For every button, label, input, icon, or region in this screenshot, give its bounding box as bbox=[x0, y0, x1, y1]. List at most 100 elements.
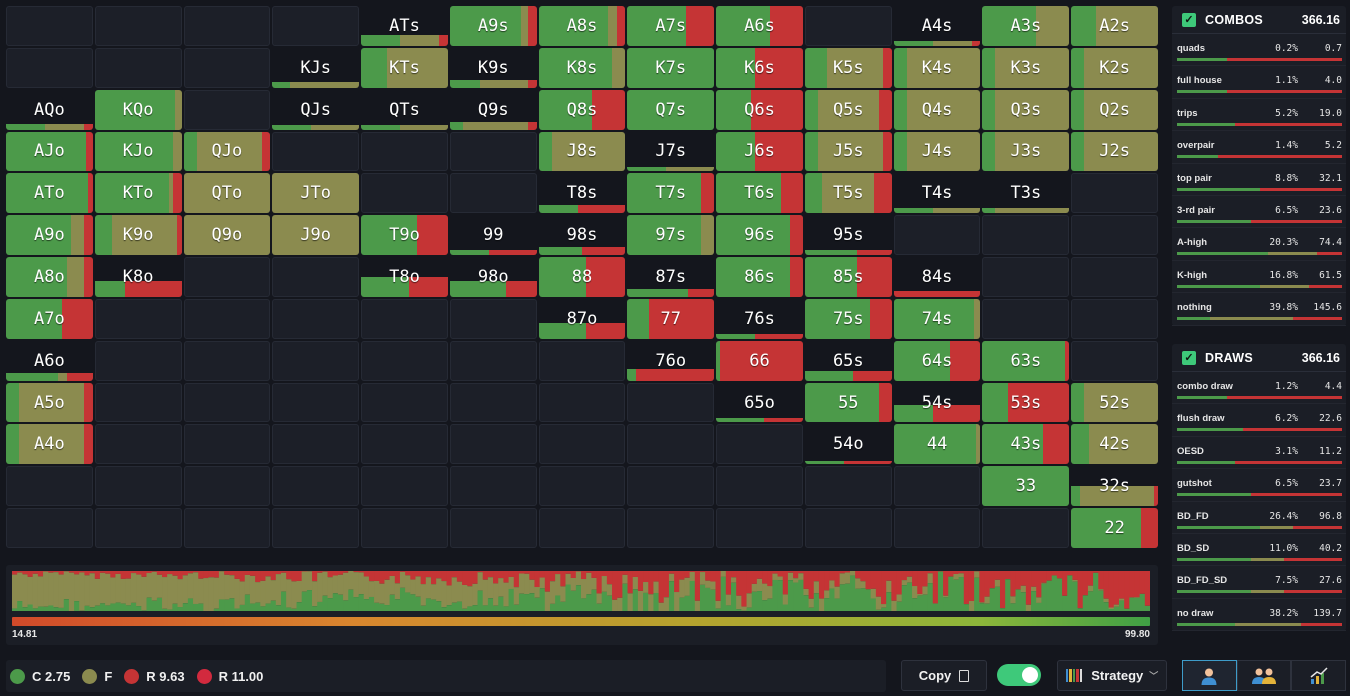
hand-cell[interactable]: A8o bbox=[6, 257, 93, 297]
hand-cell[interactable]: KTs bbox=[361, 47, 448, 88]
hand-cell[interactable]: K8s bbox=[538, 47, 626, 88]
hand-cell[interactable]: 76s bbox=[716, 298, 803, 339]
hand-cell[interactable]: Q9s bbox=[449, 89, 537, 130]
hand-cell[interactable]: A5o bbox=[6, 382, 93, 423]
hand-cell[interactable]: 86s bbox=[716, 257, 803, 297]
legend-item[interactable]: R 9.63 bbox=[124, 668, 185, 684]
hand-cell[interactable]: A6s bbox=[716, 6, 803, 46]
hand-cell[interactable]: 54o bbox=[804, 424, 892, 465]
hand-cell[interactable]: T6s bbox=[716, 173, 803, 214]
hand-cell[interactable]: A4o bbox=[6, 424, 93, 465]
hand-cell[interactable]: ATo bbox=[6, 173, 93, 214]
hand-cell[interactable]: T4s bbox=[893, 173, 981, 214]
hand-cell[interactable]: 74s bbox=[893, 298, 981, 339]
stat-row[interactable]: OESD 3.1% 11.2 bbox=[1172, 437, 1346, 470]
single-player-view-button[interactable] bbox=[1182, 660, 1237, 691]
hand-cell[interactable]: K8o bbox=[94, 257, 182, 297]
stat-row[interactable]: top pair 8.8% 32.1 bbox=[1172, 164, 1346, 196]
stat-row[interactable]: A-high 20.3% 74.4 bbox=[1172, 228, 1346, 261]
hand-cell[interactable]: 55 bbox=[804, 382, 892, 423]
legend-item[interactable]: C 2.75 bbox=[10, 668, 70, 684]
stat-row[interactable]: combo draw 1.2% 4.4 bbox=[1172, 372, 1346, 405]
hand-cell[interactable]: 98o bbox=[449, 257, 537, 297]
hand-cell[interactable]: 87s bbox=[627, 257, 715, 297]
stat-row[interactable]: nothing 39.8% 145.6 bbox=[1172, 293, 1346, 326]
hand-cell[interactable]: K4s bbox=[893, 47, 981, 88]
stat-row[interactable]: no draw 38.2% 139.7 bbox=[1172, 599, 1346, 632]
hand-cell[interactable]: 63s bbox=[982, 340, 1070, 381]
stat-row[interactable]: BD_SD 11.0% 40.2 bbox=[1172, 534, 1346, 567]
hand-cell[interactable]: J2s bbox=[1071, 131, 1158, 172]
hand-cell[interactable]: KJs bbox=[272, 47, 360, 88]
hand-cell[interactable]: ATs bbox=[361, 6, 448, 46]
hand-cell[interactable]: J4s bbox=[893, 131, 981, 172]
hand-cell[interactable]: T3s bbox=[982, 173, 1070, 214]
hand-cell[interactable]: K9s bbox=[449, 47, 537, 88]
stat-row[interactable]: gutshot 6.5% 23.7 bbox=[1172, 469, 1346, 502]
hand-cell[interactable]: K9o bbox=[94, 215, 182, 256]
legend-item[interactable]: F bbox=[82, 668, 112, 684]
hand-cell[interactable]: 65s bbox=[804, 340, 892, 381]
hand-cell[interactable]: 85s bbox=[804, 257, 892, 297]
stat-row[interactable]: quads 0.2% 0.7 bbox=[1172, 34, 1346, 67]
hand-cell[interactable]: 33 bbox=[982, 466, 1070, 507]
stat-row[interactable]: 3-rd pair 6.5% 23.6 bbox=[1172, 196, 1346, 229]
hand-cell[interactable]: 64s bbox=[893, 340, 981, 381]
hand-cell[interactable]: Q2s bbox=[1071, 89, 1158, 130]
hand-cell[interactable]: J8s bbox=[538, 131, 626, 172]
hand-cell[interactable]: AJo bbox=[6, 131, 93, 172]
hand-cell[interactable]: K6s bbox=[716, 47, 803, 88]
hand-cell[interactable]: JTo bbox=[272, 173, 360, 214]
hand-cell[interactable]: Q4s bbox=[893, 89, 981, 130]
hand-cell[interactable]: K5s bbox=[804, 47, 892, 88]
draws-checkbox[interactable]: ✓ bbox=[1182, 350, 1196, 365]
hand-cell[interactable]: QJo bbox=[183, 131, 271, 172]
hand-cell[interactable]: J9o bbox=[272, 215, 360, 256]
hand-cell[interactable]: J3s bbox=[982, 131, 1070, 172]
chart-view-button[interactable] bbox=[1291, 660, 1347, 691]
hand-cell[interactable]: J6s bbox=[716, 131, 803, 172]
hand-cell[interactable]: A9o bbox=[6, 215, 93, 256]
hand-cell[interactable]: 54s bbox=[893, 382, 981, 423]
hand-cell[interactable]: KQo bbox=[94, 89, 182, 130]
stat-row[interactable]: trips 5.2% 19.0 bbox=[1172, 99, 1346, 132]
hand-cell[interactable]: T9o bbox=[361, 215, 448, 256]
hand-cell[interactable]: KTo bbox=[94, 173, 182, 214]
copy-button[interactable]: Copy bbox=[901, 660, 987, 691]
stat-row[interactable]: overpair 1.4% 5.2 bbox=[1172, 131, 1346, 164]
hand-cell[interactable]: Q9o bbox=[183, 215, 271, 256]
hand-cell[interactable]: Q6s bbox=[716, 89, 803, 130]
hand-cell[interactable]: A4s bbox=[893, 6, 981, 46]
group-view-button[interactable] bbox=[1236, 660, 1292, 691]
hand-cell[interactable]: 65o bbox=[716, 382, 803, 423]
stat-row[interactable]: flush draw 6.2% 22.6 bbox=[1172, 404, 1346, 437]
hand-cell[interactable]: 42s bbox=[1071, 424, 1158, 465]
hand-cell[interactable]: 97s bbox=[627, 215, 715, 256]
hand-cell[interactable]: A3s bbox=[982, 6, 1070, 46]
hand-cell[interactable]: 52s bbox=[1071, 382, 1158, 423]
hand-cell[interactable]: 84s bbox=[893, 257, 981, 297]
hand-cell[interactable]: A2s bbox=[1071, 6, 1158, 46]
hand-cell[interactable]: 22 bbox=[1071, 508, 1158, 548]
hand-cell[interactable]: A9s bbox=[449, 6, 537, 46]
hand-cell[interactable]: 99 bbox=[449, 215, 537, 256]
combos-checkbox[interactable]: ✓ bbox=[1182, 12, 1196, 27]
hand-cell[interactable]: J5s bbox=[804, 131, 892, 172]
hand-cell[interactable]: T7s bbox=[627, 173, 715, 214]
hand-cell[interactable]: 95s bbox=[804, 215, 892, 256]
hand-cell[interactable]: A6o bbox=[6, 340, 93, 381]
stat-row[interactable]: BD_FD_SD 7.5% 27.6 bbox=[1172, 566, 1346, 599]
hand-cell[interactable]: 53s bbox=[982, 382, 1070, 423]
stat-row[interactable]: full house 1.1% 4.0 bbox=[1172, 66, 1346, 99]
hand-cell[interactable]: AQo bbox=[6, 89, 93, 130]
hand-cell[interactable]: 75s bbox=[804, 298, 892, 339]
hand-cell[interactable]: QJs bbox=[272, 89, 360, 130]
hand-cell[interactable]: Q5s bbox=[804, 89, 892, 130]
legend-item[interactable]: R 11.00 bbox=[196, 668, 263, 684]
hand-cell[interactable]: K7s bbox=[627, 47, 715, 88]
hand-cell[interactable]: A7s bbox=[627, 6, 715, 46]
hand-cell[interactable]: QTs bbox=[361, 89, 448, 130]
stat-row[interactable]: K-high 16.8% 61.5 bbox=[1172, 261, 1346, 294]
hand-cell[interactable]: 87o bbox=[538, 298, 626, 339]
hand-cell[interactable]: K2s bbox=[1071, 47, 1158, 88]
